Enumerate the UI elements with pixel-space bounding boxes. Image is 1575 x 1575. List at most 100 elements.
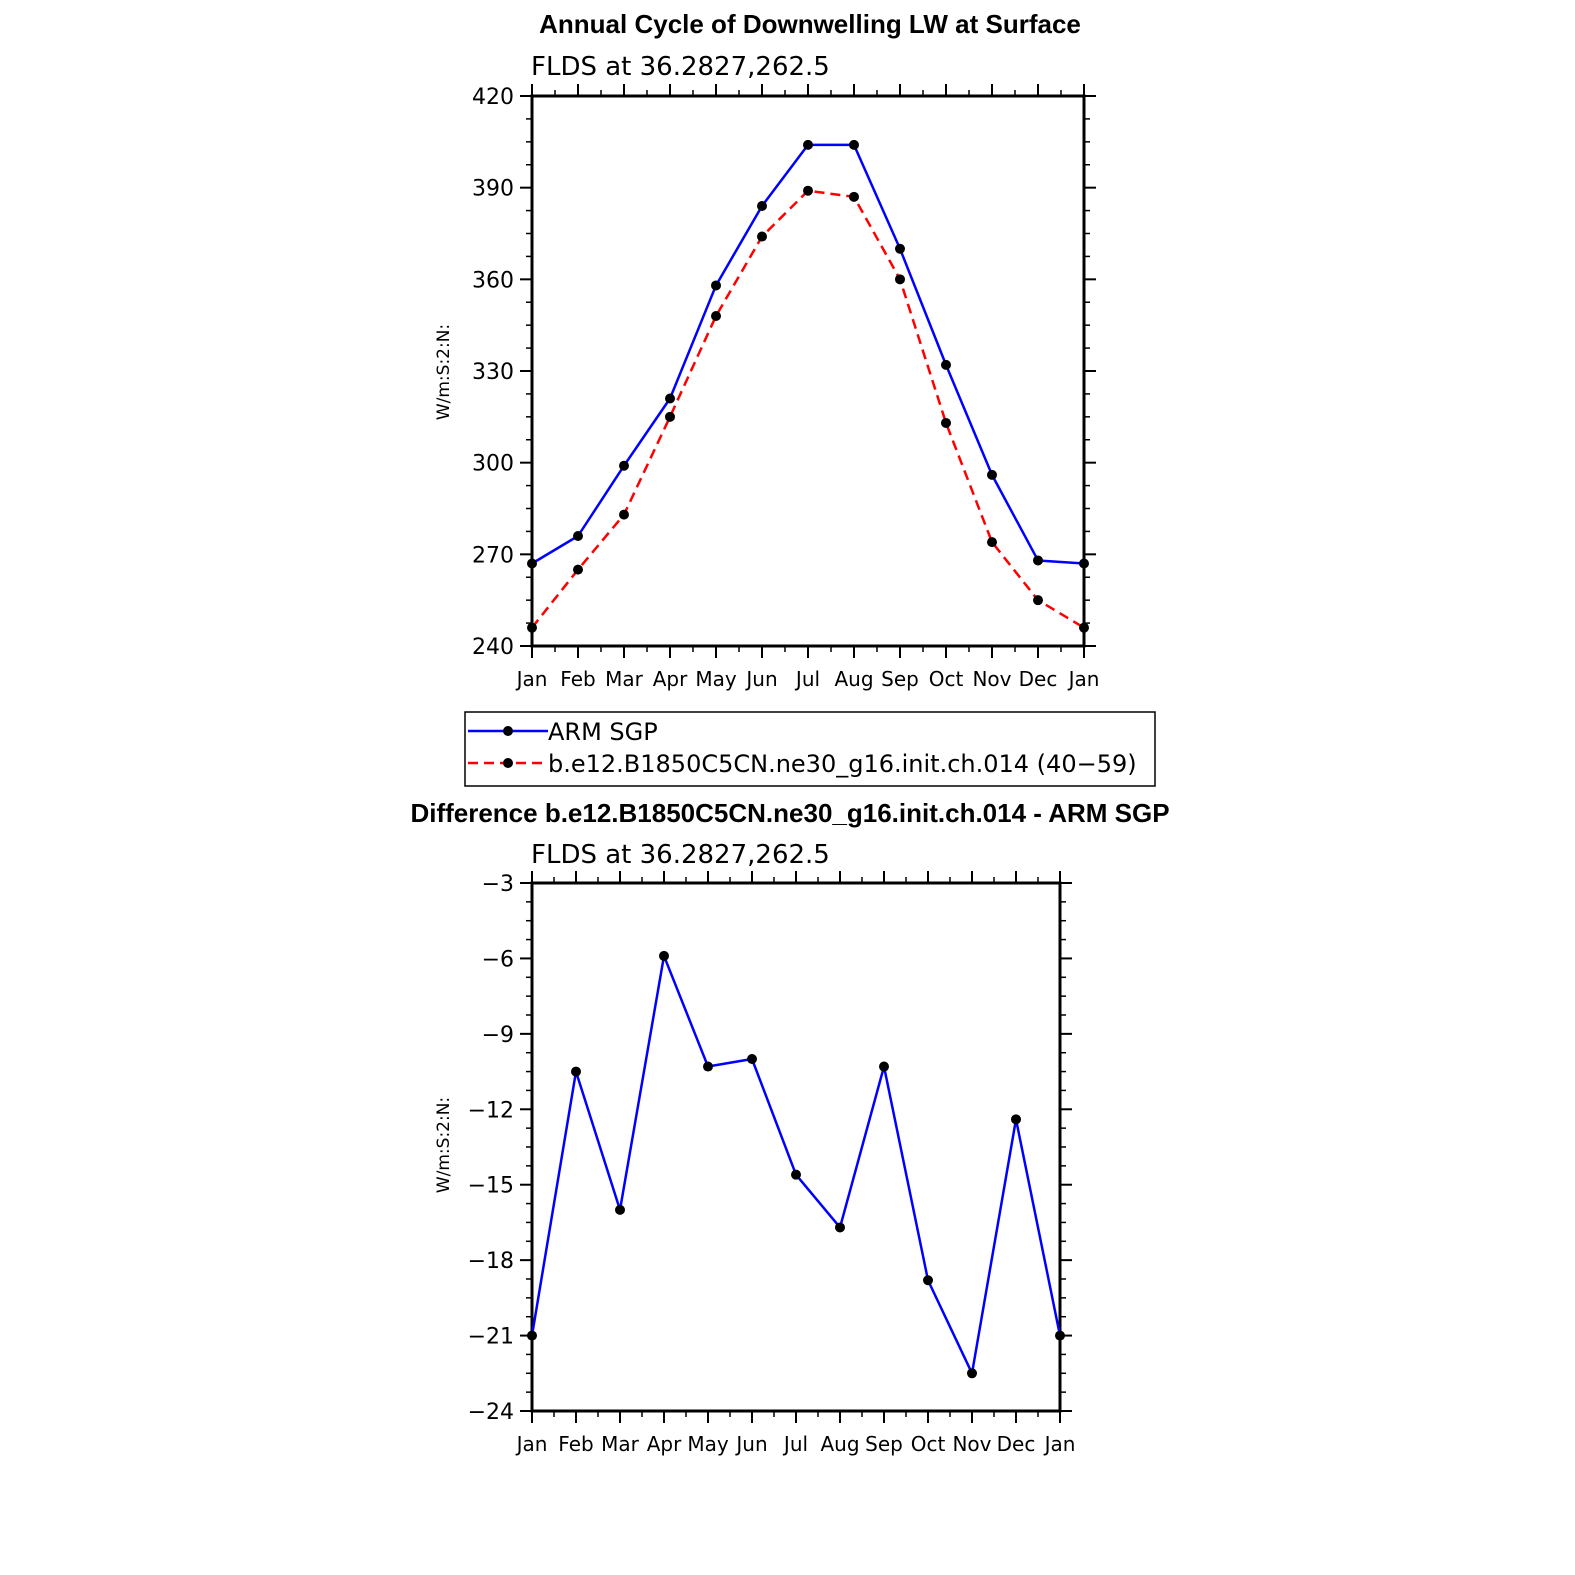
y-tick-label: −6 (482, 947, 514, 972)
y-tick-label: −9 (482, 1023, 514, 1048)
data-point (619, 460, 629, 471)
data-point (941, 417, 951, 428)
data-point (987, 469, 997, 480)
data-point (879, 1061, 889, 1072)
data-point (757, 231, 767, 242)
annual-cycle-chart: Annual Cycle of Downwelling LW at Surfac… (434, 9, 1099, 691)
x-tick-label: May (695, 667, 737, 691)
x-tick-label: Jun (734, 1432, 767, 1456)
legend-label: ARM SGP (548, 718, 658, 746)
y-tick-label: −12 (468, 1098, 514, 1123)
data-point (803, 139, 813, 150)
legend-entry-arm-sgp: ARM SGP (468, 718, 658, 746)
x-tick-label: Aug (834, 667, 873, 691)
data-point (1079, 558, 1089, 569)
y-tick-label: −21 (468, 1325, 514, 1350)
x-tick-label: Mar (601, 1432, 640, 1456)
data-point (791, 1169, 801, 1180)
y-tick-label: 360 (472, 268, 514, 293)
y-axis-label: W/m:S:2:N: (434, 1097, 454, 1193)
y-tick-label: 240 (472, 635, 514, 660)
y-tick-label: 300 (472, 452, 514, 477)
legend-label: b.e12.B1850C5CN.ne30_g16.init.ch.014 (40… (548, 750, 1137, 778)
data-point (703, 1061, 713, 1072)
chart-subtitle: FLDS at 36.2827,262.5 (531, 840, 830, 870)
data-point (1033, 595, 1043, 606)
y-tick-label: 390 (472, 177, 514, 202)
x-tick-label: Oct (929, 667, 964, 691)
data-point (1011, 1114, 1021, 1125)
x-tick-label: Dec (997, 1432, 1036, 1456)
x-tick-label: Jan (1043, 1432, 1076, 1456)
x-tick-label: Mar (605, 667, 644, 691)
data-point (1055, 1330, 1065, 1341)
data-point (665, 393, 675, 404)
x-tick-label: Jun (744, 667, 777, 691)
x-tick-label: Nov (972, 667, 1011, 691)
data-point (1079, 622, 1089, 633)
x-tick-label: Jan (515, 1432, 548, 1456)
legend-marker (503, 726, 513, 736)
data-point (895, 274, 905, 285)
data-point (803, 185, 813, 196)
series-line-1 (531, 189, 1085, 629)
x-tick-label: Feb (560, 667, 595, 691)
data-point (941, 359, 951, 370)
data-point (571, 1066, 581, 1077)
data-point (527, 1330, 537, 1341)
data-point (711, 280, 721, 291)
x-tick-label: Nov (952, 1432, 991, 1456)
data-point (1033, 555, 1043, 566)
plot-frame (530, 94, 1086, 648)
chart-subtitle: FLDS at 36.2827,262.5 (531, 52, 830, 82)
plot-area: Jan Feb Mar Apr May Jun Jul Aug Sep Oct Nov Dec Jan2… (472, 84, 1099, 691)
data-point (849, 139, 859, 150)
plot-area: Jan Feb Mar Apr May Jun Jul Aug Sep Oct Nov Dec Jan−… (468, 871, 1076, 1456)
data-point (659, 950, 669, 961)
chart-title: Annual Cycle of Downwelling LW at Surfac… (539, 9, 1081, 39)
data-point (967, 1368, 977, 1379)
y-tick-label: −18 (468, 1249, 514, 1274)
x-tick-label: Jul (782, 1432, 808, 1456)
x-tick-label: Sep (865, 1432, 903, 1456)
legend-entry-model: b.e12.B1850C5CN.ne30_g16.init.ch.014 (40… (468, 750, 1137, 778)
data-point (987, 537, 997, 548)
data-point (711, 311, 721, 321)
difference-chart: Difference b.e12.B1850C5CN.ne30_g16.init… (410, 798, 1169, 1456)
x-tick-label: Jan (515, 667, 548, 691)
y-tick-label: −24 (468, 1400, 514, 1425)
y-tick-label: 270 (472, 543, 514, 568)
legend-box (464, 711, 1156, 787)
data-point (527, 558, 537, 569)
x-tick-label: Apr (647, 1432, 682, 1456)
data-point (573, 531, 583, 541)
x-tick-label: Jan (1067, 667, 1100, 691)
data-point (615, 1204, 625, 1215)
y-tick-label: 420 (472, 85, 514, 110)
data-point (895, 243, 905, 254)
y-axis-label: W/m:S:2:N: (434, 324, 454, 420)
x-tick-label: Feb (558, 1432, 593, 1456)
y-tick-label: −15 (468, 1174, 514, 1199)
x-tick-label: Apr (653, 667, 688, 691)
y-tick-label: −3 (482, 872, 514, 897)
x-tick-label: Oct (911, 1432, 946, 1456)
plot-frame (530, 881, 1062, 1413)
series-line-0 (531, 143, 1085, 565)
legend: ARM SGP b.e12.B1850C5CN.ne30_g16.init.ch… (464, 711, 1156, 787)
x-tick-label: Dec (1019, 667, 1058, 691)
x-tick-label: May (687, 1432, 729, 1456)
series-line-0 (530, 954, 1062, 1375)
chart-title: Difference b.e12.B1850C5CN.ne30_g16.init… (410, 798, 1169, 828)
x-tick-label: Jul (794, 667, 820, 691)
data-point (665, 411, 675, 422)
data-point (747, 1054, 757, 1064)
y-tick-label: 330 (472, 360, 514, 385)
data-point (619, 509, 629, 520)
data-point (849, 191, 859, 202)
data-point (573, 564, 583, 575)
legend-marker (503, 758, 513, 768)
data-point (527, 622, 537, 633)
data-point (923, 1275, 933, 1286)
